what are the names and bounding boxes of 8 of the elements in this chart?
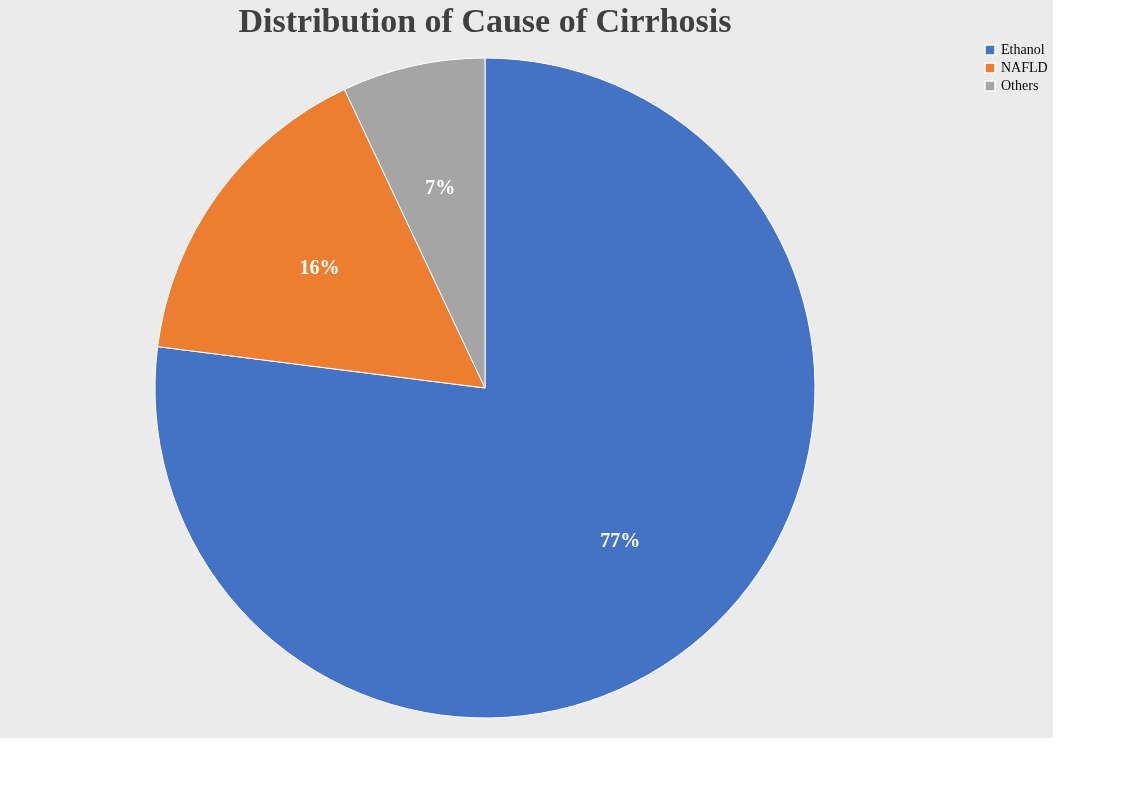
legend-label: NAFLD bbox=[1001, 60, 1048, 75]
legend-label: Others bbox=[1001, 78, 1039, 93]
data-label: 77% bbox=[600, 529, 641, 552]
pie-slice bbox=[154, 57, 816, 719]
data-label: 7% bbox=[425, 176, 456, 199]
legend-label: Ethanol bbox=[1001, 42, 1045, 57]
chart-title: Distribution of Cause of Cirrhosis bbox=[238, 2, 732, 39]
data-label: 16% bbox=[299, 255, 340, 278]
